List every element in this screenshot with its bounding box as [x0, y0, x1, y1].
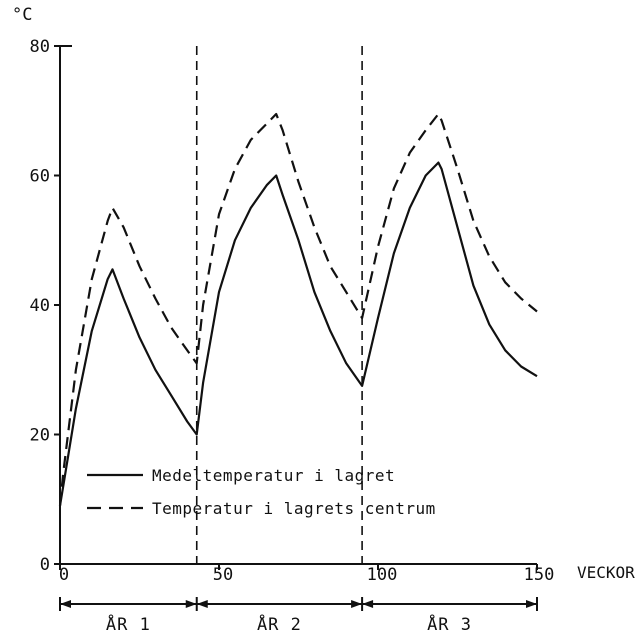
y-tick-label: 20: [30, 426, 50, 446]
y-unit-label: °C: [12, 5, 32, 25]
x-tick-label: 50: [213, 565, 233, 585]
x-tick-label: 0: [59, 565, 69, 585]
y-tick-label: 80: [30, 37, 50, 57]
x-tick-label: 150: [524, 565, 555, 585]
period-arrow-right: [185, 600, 197, 608]
x-axis-label: VECKOR: [577, 563, 635, 582]
period-arrow-left: [60, 600, 71, 608]
legend: Medeltemperatur i lagret Temperatur i lag…: [87, 466, 436, 518]
legend-label: Medeltemperatur i lagret: [152, 466, 395, 485]
legend-label: Temperatur i lagrets centrum: [152, 499, 436, 518]
period-bar: ÅR 1 ÅR 2 ÅR 3: [59, 597, 538, 635]
series-lines: [58, 112, 538, 506]
period-arrow-right: [526, 600, 537, 608]
y-tick-label: 0: [40, 555, 50, 575]
year-dividers: [195, 46, 363, 564]
series-line-centrum: [58, 112, 538, 506]
y-tick-label: 40: [30, 296, 50, 316]
period-label: ÅR 1: [106, 613, 151, 635]
series-line-medel: [58, 161, 538, 506]
y-tick-label: 60: [30, 167, 50, 187]
ticks: 0 20 40 60 80 0 50 100 150: [30, 37, 555, 585]
period-arrow-left: [196, 600, 208, 608]
period-arrow-right: [351, 600, 363, 608]
x-tick-label: 100: [367, 565, 398, 585]
period-label: ÅR 3: [427, 613, 472, 635]
axes: [59, 45, 537, 565]
period-label: ÅR 2: [257, 613, 302, 635]
period-arrow-left: [362, 600, 374, 608]
